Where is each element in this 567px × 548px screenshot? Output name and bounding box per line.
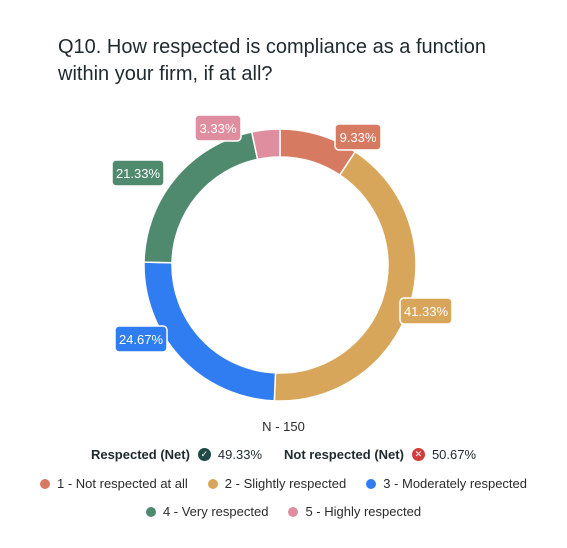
legend-label: 1 - Not respected at all: [57, 476, 188, 491]
legend-swatch: [288, 506, 299, 517]
legend-item: 4 - Very respected: [145, 504, 269, 519]
legend-item: 1 - Not respected at all: [40, 476, 188, 491]
legend-swatch: [207, 478, 218, 489]
legend-swatch: [366, 478, 377, 489]
legend-label: 5 - Highly respected: [305, 504, 422, 519]
legend-item: 5 - Highly respected: [288, 504, 421, 519]
data-label: 9.33%: [334, 123, 382, 151]
legend-swatch: [40, 478, 50, 489]
respected-net-value: 49.33%: [217, 447, 263, 462]
not-respected-net-label: Not respected (Net): [284, 447, 404, 462]
legend-swatch: [145, 506, 156, 517]
data-label: 24.67%: [114, 325, 168, 353]
data-label-text: 41.33%: [404, 304, 449, 319]
data-label: 21.33%: [111, 159, 165, 187]
net-summary: Respected (Net) ✓ 49.33% Not respected (…: [0, 447, 567, 462]
chart-title: Q10. How respected is compliance as a fu…: [58, 36, 486, 85]
data-label-text: 9.33%: [340, 130, 377, 145]
data-label-text: 21.33%: [116, 166, 161, 181]
data-label: 41.33%: [399, 297, 453, 325]
legend-row-2: 4 - Very respected 5 - Highly respected: [0, 504, 567, 519]
data-label-text: 24.67%: [119, 332, 164, 347]
donut-slice: [143, 131, 259, 264]
donut-slice: [250, 128, 281, 161]
legend-item: 3 - Moderately respected: [366, 476, 527, 491]
not-respected-net-value: 50.67%: [431, 447, 477, 462]
legend-label: 3 - Moderately respected: [383, 476, 527, 491]
data-label-text: 3.33%: [200, 121, 237, 136]
legend-label: 4 - Very respected: [162, 504, 269, 519]
legend-label: 2 - Slightly respected: [224, 476, 347, 491]
respected-net-label: Respected (Net): [90, 447, 190, 462]
check-icon: ✓: [197, 448, 211, 461]
donut-slice: [273, 150, 417, 402]
legend-row-1: 1 - Not respected at all 2 - Slightly re…: [0, 476, 567, 491]
cross-icon: ✕: [411, 448, 425, 461]
legend-item: 2 - Slightly respected: [207, 476, 347, 491]
sample-size-label: N - 150: [262, 419, 305, 434]
data-label: 3.33%: [194, 114, 242, 142]
